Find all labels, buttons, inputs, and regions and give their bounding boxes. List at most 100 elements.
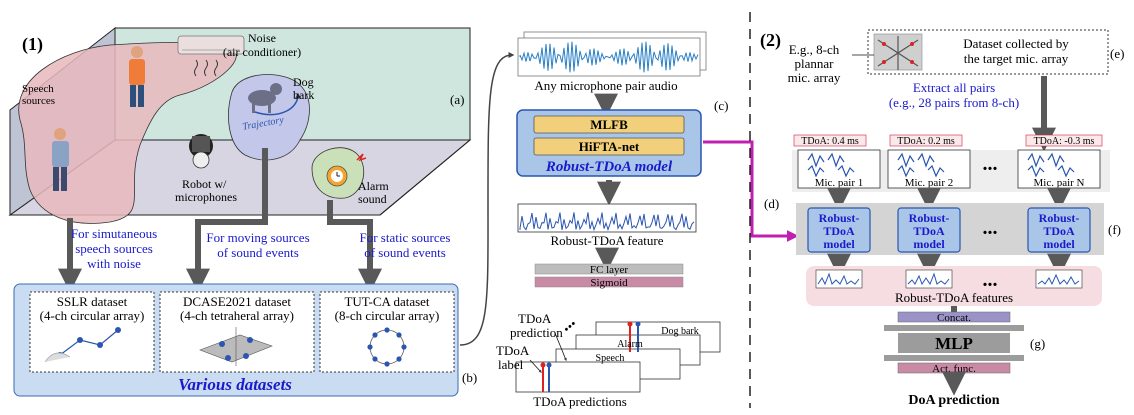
tdoa-label-2: label: [498, 357, 524, 372]
robust-tdoa-feature: [517, 203, 697, 233]
tdoa-value: TDoA: -0.3 ms: [1034, 136, 1095, 147]
dog-sub-label: bark: [293, 88, 314, 102]
model-line: Robust-: [909, 211, 950, 225]
sigmoid-block: [534, 276, 684, 288]
dog-bark-pred-label: Dog bark: [661, 326, 699, 337]
models-ellipsis: ...: [983, 217, 998, 239]
dataset-card-sslr: SSLR dataset (4-ch circular array): [29, 291, 155, 373]
datasets-panel: SSLR dataset (4-ch circular array) DCASE…: [13, 283, 459, 397]
noise-sub-label: (air conditioner): [223, 45, 301, 59]
extract-line-1: Extract all pairs: [913, 80, 995, 95]
caption-speech-2: speech sources: [75, 241, 153, 256]
robust-tdoa-model-block: MLFB HiFTA-net Robust-TDoA model: [516, 109, 702, 177]
dataset-card-tut: TUT-CA dataset (8-ch circular array): [319, 291, 455, 373]
datasets-title: Various datasets: [178, 375, 292, 394]
mlp-block: [898, 333, 1010, 353]
features-ellipsis: ...: [983, 269, 998, 291]
part2-number: (2): [760, 30, 781, 51]
model-line: Robust-: [819, 211, 860, 225]
air-conditioner-icon: [177, 35, 245, 55]
pairs-ellipsis: ...: [983, 153, 998, 175]
robot-icon: [189, 134, 213, 169]
audio-waveform: [517, 31, 707, 77]
eg-line-2: plannar: [795, 56, 835, 71]
models-panel: Robust- TDoA model Robust- TDoA model ..…: [796, 203, 1104, 255]
trajectory-arrow: [254, 92, 301, 116]
tdoa-prediction-label-2: prediction: [510, 325, 563, 340]
mic-pair-card: TDoA: -0.3 ms Mic. pair N: [1017, 134, 1103, 189]
caption-speech-3: with noise: [87, 256, 141, 271]
model-transfer-arrow: [703, 140, 799, 242]
eg-line-1: E.g., 8-ch: [789, 42, 840, 57]
robot-sub-label: microphones: [175, 190, 237, 204]
fc-layer-block: [534, 263, 684, 275]
model-block: Robust- TDoA model: [1027, 207, 1091, 253]
features-panel: ... Robust-TDoA features: [806, 266, 1102, 306]
scene-label-a: (a): [450, 92, 464, 107]
alarm-clock-icon: [326, 165, 348, 187]
mlp-label: MLP: [935, 334, 973, 353]
doa-prediction-label: DoA prediction: [908, 393, 999, 408]
pair-label: Mic. pair N: [1033, 177, 1084, 189]
speech-region: [18, 41, 237, 224]
dog-label: Dog: [293, 75, 314, 89]
dataset-name: DCASE2021 dataset: [183, 294, 291, 309]
label-b: (b): [462, 370, 477, 385]
label-e: (e): [1110, 46, 1124, 61]
concat-block: [897, 311, 1011, 323]
mlfb-block: [533, 115, 685, 134]
model-line: model: [1043, 237, 1075, 251]
label-d: (d): [764, 196, 779, 211]
predictions-caption: TDoA predictions: [533, 394, 627, 409]
label-c: (c): [714, 98, 728, 113]
speech-label: Speech: [22, 83, 54, 95]
model-line: TDoA: [913, 224, 945, 238]
features-caption: Robust-TDoA features: [895, 290, 1013, 305]
tdoa-predictions: Dog bark Alarm Speech ...: [515, 311, 721, 393]
label-g: (g): [1030, 336, 1045, 351]
caption-moving-2: of sound events: [217, 245, 299, 260]
model-line: Robust-: [1039, 211, 1080, 225]
hifta-label: HiFTA-net: [579, 139, 640, 154]
mlfb-label: MLFB: [590, 117, 628, 132]
dataset-sub: (4-ch circular array): [40, 308, 145, 323]
pair-label: Mic. pair 2: [905, 177, 954, 189]
standing-person-icon: [129, 46, 145, 107]
caption-static-1: For static sources: [360, 230, 451, 245]
fc-layer-label: FC layer: [590, 264, 629, 276]
speech-sub-label: sources: [22, 95, 55, 107]
alarm-label: Alarm: [358, 179, 389, 193]
model-line: model: [913, 237, 945, 251]
mic-pair-card: TDoA: 0.4 ms Mic. pair 1: [793, 134, 881, 189]
room-scene: Trajectory Noise (air conditioner) Speec…: [8, 26, 472, 224]
model-block: Robust- TDoA model: [897, 207, 961, 253]
label-f: (f): [1108, 222, 1121, 237]
robot-label: Robot w/: [182, 177, 227, 191]
dataset-sub: (8-ch circular array): [335, 308, 440, 323]
model-line: model: [823, 237, 855, 251]
sigmoid-label: Sigmoid: [590, 277, 628, 289]
model-title: Robust-TDoA model: [545, 159, 673, 175]
dataset-line-1: Dataset collected by: [963, 36, 1069, 51]
feature-caption: Robust-TDoA feature: [550, 233, 663, 248]
speech-pred-label: Speech: [596, 353, 625, 364]
dataset-line-2: the target mic. array: [964, 51, 1069, 66]
dataset-card-dcase: DCASE2021 dataset (4-ch tetraheral array…: [159, 291, 315, 373]
model-line: TDoA: [823, 224, 855, 238]
caption-static-2: of sound events: [364, 245, 446, 260]
audio-caption: Any microphone pair audio: [534, 78, 677, 93]
alarm-sub-label: sound: [358, 192, 387, 206]
act-label: Act. func.: [932, 363, 976, 375]
model-line: TDoA: [1043, 224, 1075, 238]
speaking-person-icon: [52, 128, 69, 191]
mic-array-photo: [867, 29, 1109, 75]
airflow-icon: [194, 59, 218, 77]
tdoa-prediction-label-1: TDoA: [518, 311, 552, 326]
caption-moving-1: For moving sources: [206, 230, 309, 245]
mic-pair-card: TDoA: 0.2 ms Mic. pair 2: [887, 134, 971, 189]
caption-speech-1: For simutaneous: [71, 226, 157, 241]
model-block: Robust- TDoA model: [807, 207, 871, 253]
scene-arrows: [58, 148, 382, 293]
hifta-block: [533, 137, 685, 156]
